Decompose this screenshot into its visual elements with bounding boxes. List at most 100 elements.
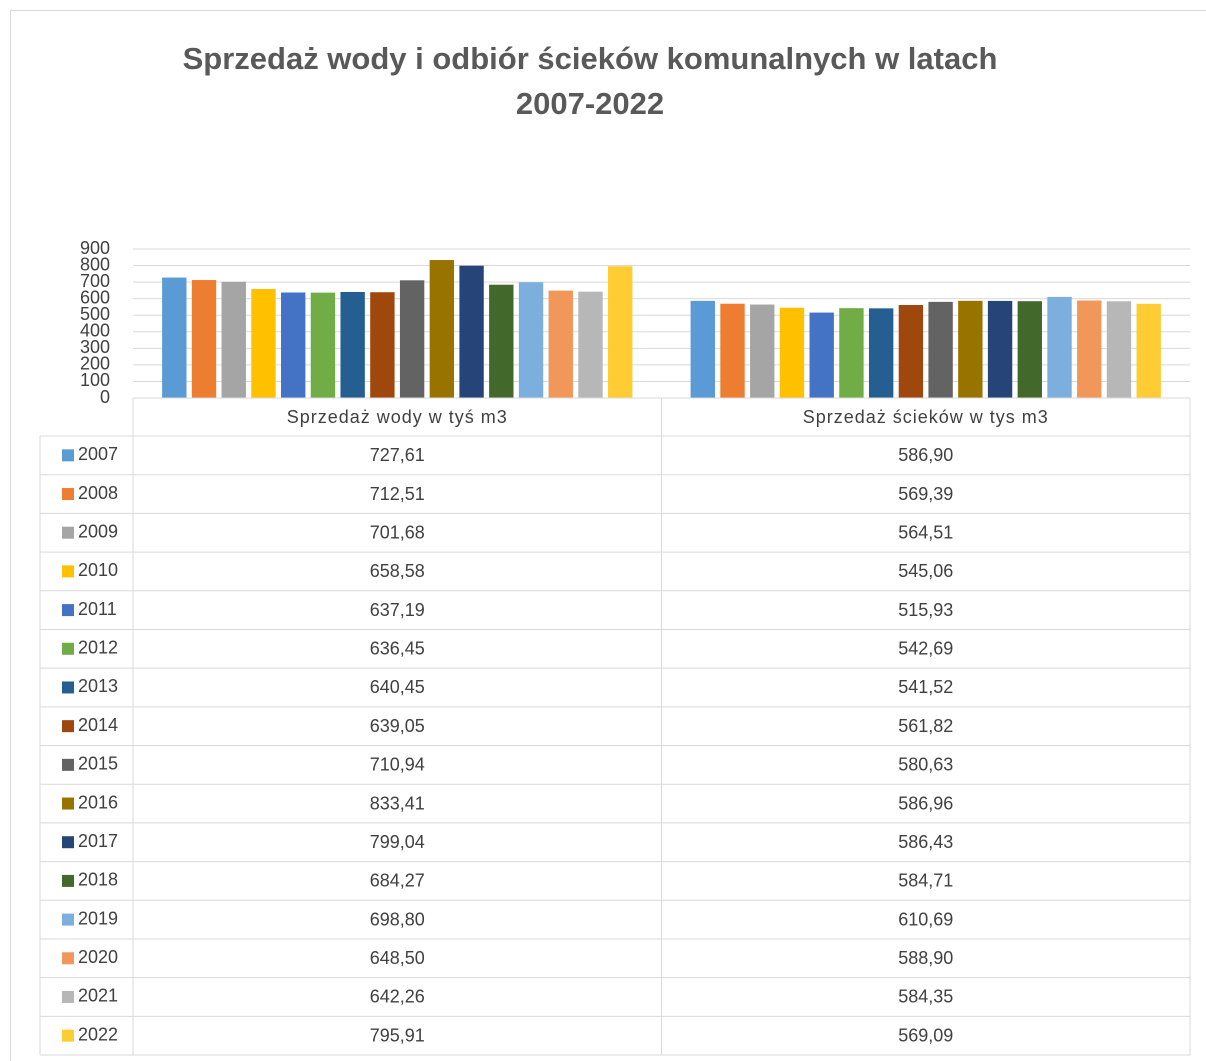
data-cell: 545,06 bbox=[898, 561, 953, 581]
bar bbox=[429, 260, 455, 398]
legend-label: 2016 bbox=[78, 792, 118, 812]
y-tick-label: 700 bbox=[80, 271, 110, 291]
data-cell: 586,96 bbox=[898, 793, 953, 813]
bar bbox=[310, 292, 336, 398]
data-cell: 561,82 bbox=[898, 716, 953, 736]
legend-label: 2012 bbox=[78, 638, 118, 658]
legend-key bbox=[62, 720, 74, 733]
legend-label: 2007 bbox=[78, 444, 118, 464]
bar bbox=[340, 291, 365, 398]
y-tick-label: 900 bbox=[80, 238, 110, 258]
data-cell: 515,93 bbox=[898, 600, 953, 620]
data-cell: 701,68 bbox=[370, 522, 425, 542]
data-cell: 569,09 bbox=[898, 1025, 953, 1045]
bar bbox=[578, 291, 603, 398]
data-cell: 637,19 bbox=[370, 600, 425, 620]
data-cell: 833,41 bbox=[370, 793, 425, 813]
y-tick-label: 100 bbox=[80, 370, 110, 390]
legend-label: 2009 bbox=[78, 521, 118, 541]
bar bbox=[928, 301, 953, 398]
legend-key bbox=[62, 952, 74, 965]
legend-key bbox=[62, 1029, 74, 1042]
legend-label: 2021 bbox=[78, 986, 118, 1006]
legend-key bbox=[62, 990, 74, 1003]
data-cell: 541,52 bbox=[898, 677, 953, 697]
data-cell: 586,43 bbox=[898, 832, 953, 852]
y-tick-label: 600 bbox=[80, 287, 110, 307]
legend-label: 2022 bbox=[78, 1024, 118, 1044]
bar bbox=[489, 284, 514, 398]
legend-label: 2014 bbox=[78, 715, 118, 735]
legend-key bbox=[62, 488, 74, 501]
legend-key bbox=[62, 836, 74, 849]
legend-key bbox=[62, 913, 74, 926]
bar bbox=[958, 300, 983, 398]
legend-key bbox=[62, 681, 74, 694]
data-cell: 564,51 bbox=[898, 522, 953, 542]
data-cell: 710,94 bbox=[370, 755, 425, 775]
legend-label: 2011 bbox=[78, 599, 117, 619]
bar bbox=[839, 308, 864, 398]
data-cell: 640,45 bbox=[370, 677, 425, 697]
bar bbox=[399, 280, 425, 398]
bar bbox=[281, 292, 306, 398]
bar bbox=[809, 312, 834, 398]
legend-key bbox=[62, 758, 74, 771]
data-cell: 610,69 bbox=[898, 909, 953, 929]
bar bbox=[1047, 296, 1072, 398]
legend-label: 2020 bbox=[78, 947, 118, 967]
data-cell: 586,90 bbox=[898, 445, 953, 465]
x-tick-label: Sprzedaż wody w tyś m3 bbox=[287, 407, 508, 427]
legend-label: 2008 bbox=[78, 483, 118, 503]
bar bbox=[750, 304, 775, 398]
data-cell: 639,05 bbox=[370, 716, 425, 736]
data-cell: 712,51 bbox=[370, 484, 425, 504]
legend-label: 2010 bbox=[78, 560, 118, 580]
bar bbox=[1106, 301, 1132, 398]
legend-key bbox=[62, 526, 74, 539]
bar bbox=[251, 288, 276, 398]
legend-key bbox=[62, 874, 74, 887]
data-cell: 588,90 bbox=[898, 948, 953, 968]
data-cell: 584,35 bbox=[898, 987, 953, 1007]
bar bbox=[608, 266, 633, 398]
bar bbox=[548, 290, 573, 398]
chart-border bbox=[10, 10, 1206, 1061]
data-cell: 642,26 bbox=[370, 987, 425, 1007]
bar bbox=[370, 292, 395, 398]
legend-key bbox=[62, 565, 74, 578]
data-cell: 542,69 bbox=[898, 639, 953, 659]
legend-label: 2018 bbox=[78, 870, 118, 890]
bar bbox=[1017, 301, 1042, 398]
legend-label: 2019 bbox=[78, 908, 118, 928]
bar bbox=[690, 300, 715, 398]
data-cell: 795,91 bbox=[370, 1025, 425, 1045]
bar bbox=[162, 277, 187, 398]
legend-label: 2015 bbox=[78, 754, 118, 774]
legend-label: 2013 bbox=[78, 676, 118, 696]
data-cell: 684,27 bbox=[370, 871, 425, 891]
bar bbox=[779, 307, 805, 398]
bar bbox=[868, 308, 894, 398]
data-cell: 636,45 bbox=[370, 639, 425, 659]
y-tick-label: 400 bbox=[80, 321, 110, 341]
bar bbox=[1077, 300, 1102, 398]
y-tick-label: 800 bbox=[80, 254, 110, 274]
data-cell: 584,71 bbox=[898, 871, 953, 891]
bar bbox=[720, 303, 745, 398]
legend-key bbox=[62, 797, 74, 810]
legend-key bbox=[62, 449, 74, 462]
chart-title: Sprzedaż wody i odbiór ścieków komunalny… bbox=[182, 41, 998, 121]
data-cell: 727,61 bbox=[370, 445, 425, 465]
y-tick-label: 0 bbox=[100, 387, 110, 407]
legend-key bbox=[62, 604, 74, 617]
legend-label: 2017 bbox=[78, 831, 118, 851]
data-cell: 698,80 bbox=[370, 909, 425, 929]
bar bbox=[221, 281, 246, 398]
data-cell: 658,58 bbox=[370, 561, 425, 581]
bar bbox=[459, 265, 484, 398]
data-cell: 648,50 bbox=[370, 948, 425, 968]
legend-key bbox=[62, 642, 74, 655]
